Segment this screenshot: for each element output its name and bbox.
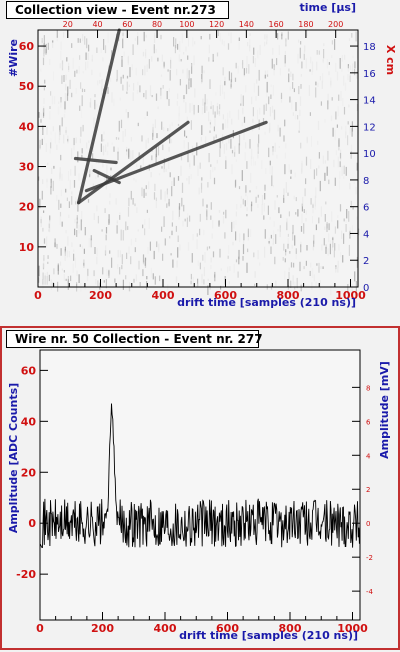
y2-tick-label: -4 xyxy=(366,588,374,596)
y2-tick-label: 18 xyxy=(363,42,376,53)
y2-tick-label: 4 xyxy=(366,452,371,460)
x-tick-label: 800 xyxy=(279,622,302,635)
y2-tick-label: 6 xyxy=(366,418,371,426)
y2-tick-label: 6 xyxy=(363,203,369,214)
y2-tick-label: 2 xyxy=(366,486,370,494)
waveform-line xyxy=(39,403,361,549)
y2-tick-label: 14 xyxy=(363,96,376,107)
track-3 xyxy=(84,120,268,193)
y2-tick-label: -2 xyxy=(366,554,373,562)
y-tick-label: 10 xyxy=(19,241,35,254)
x2-tick-label: 20 xyxy=(63,20,73,29)
x2-tick-label: 160 xyxy=(268,20,283,29)
y2-tick-label: 8 xyxy=(366,384,370,392)
y2-tick-label: 16 xyxy=(363,69,376,80)
x2-tick-label: 100 xyxy=(179,20,194,29)
x2-tick-label: 80 xyxy=(152,20,162,29)
y-tick-label: -20 xyxy=(16,568,36,581)
y2-tick-label: 2 xyxy=(363,256,369,267)
y-tick-label: 20 xyxy=(21,466,37,479)
plot-frame xyxy=(37,29,359,288)
track-4 xyxy=(73,156,118,165)
y2-axis-title: Amplitude [mV] xyxy=(378,361,391,459)
x2-axis-title: time [µs] xyxy=(300,1,356,14)
x-tick-label: 200 xyxy=(89,289,112,302)
x-tick-label: 400 xyxy=(154,622,177,635)
y-tick-label: 0 xyxy=(28,517,36,530)
x-axis-title: drift time [samples (210 ns)] xyxy=(177,296,356,309)
y2-tick-label: 10 xyxy=(363,149,376,160)
y2-tick-label: 0 xyxy=(363,283,369,294)
y-tick-label: 60 xyxy=(21,364,37,377)
y-tick-label: 50 xyxy=(19,80,35,93)
collection-view-panel: Collection view - Event nr.273 0 200 400 60… xyxy=(0,0,400,318)
y2-tick-label: 0 xyxy=(366,520,370,528)
x-tick-label: 400 xyxy=(152,289,175,302)
x2-tick-label: 180 xyxy=(298,20,313,29)
x2-tick-label: 60 xyxy=(122,20,132,29)
x-tick-label: 0 xyxy=(36,622,44,635)
y-tick-label: 60 xyxy=(19,40,35,53)
collection-view-title: Collection view - Event nr.273 xyxy=(6,1,229,19)
y-tick-label: 40 xyxy=(19,120,35,133)
x-tick-label: 200 xyxy=(91,622,114,635)
track-2 xyxy=(77,120,190,205)
x-axis-title: drift time [samples (210 ns)] xyxy=(179,629,358,642)
noise-layer xyxy=(38,30,360,295)
x2-tick-label: 200 xyxy=(328,20,343,29)
y2-tick-label: 4 xyxy=(363,229,369,240)
y2-tick-label: 12 xyxy=(363,122,376,133)
y-axis-title: #Wire xyxy=(7,39,20,77)
y2-tick-label: 8 xyxy=(363,176,369,187)
x2-tick-label: 140 xyxy=(239,20,254,29)
y-axis-title: Amplitude [ADC Counts] xyxy=(7,383,20,533)
x-tick-label: 0 xyxy=(34,289,42,302)
track-1 xyxy=(77,28,121,205)
x2-tick-label: 120 xyxy=(209,20,224,29)
x-tick-label: 800 xyxy=(277,289,300,302)
track-5 xyxy=(92,168,121,185)
wire-signal-title: Wire nr. 50 Collection - Event nr. 277 xyxy=(6,330,263,348)
plot-frame xyxy=(39,349,361,621)
x-tick-label: 1000 xyxy=(337,622,368,635)
y2-axis-title: X cm xyxy=(384,45,397,75)
wire-signal-panel: Wire nr. 50 Collection - Event nr. 277 0… xyxy=(0,326,400,650)
y-tick-label: 30 xyxy=(19,161,35,174)
x-tick-label: 600 xyxy=(214,289,237,302)
y-tick-label: 40 xyxy=(21,415,37,428)
x-tick-label: 600 xyxy=(216,622,239,635)
x2-tick-label: 40 xyxy=(92,20,102,29)
y-tick-label: 20 xyxy=(19,201,35,214)
wire-signal-chart: 0 200 400 600 800 1000-200204060-4-202468drif… xyxy=(7,349,391,642)
x-tick-label: 1000 xyxy=(335,289,366,302)
